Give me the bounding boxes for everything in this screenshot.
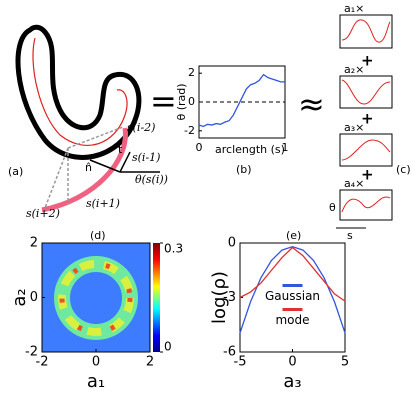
data-line	[198, 73, 285, 128]
point-label: s(i+2)	[26, 207, 60, 220]
panel-label: (e)	[286, 229, 301, 242]
y-axis-label: a₂	[9, 288, 30, 306]
panel-c	[336, 14, 393, 229]
coefficient: a₂×	[344, 63, 364, 76]
c-xlabel: s	[347, 229, 353, 242]
y-tick-label: -2	[184, 124, 195, 137]
plus: +	[361, 110, 374, 128]
centerline	[32, 37, 128, 146]
y-tick-label: -3	[223, 290, 236, 305]
legend-label: mode	[275, 313, 309, 327]
plus: +	[361, 52, 374, 70]
x-tick-label: 0	[288, 355, 296, 370]
y-tick-label: 0	[228, 236, 236, 251]
x-tick-label: -5	[234, 355, 247, 370]
plus: +	[361, 166, 374, 184]
angle-label: θ(s(i))	[135, 173, 168, 186]
x-tick-label: -2	[36, 355, 49, 370]
x-axis-label: arclength (s)	[215, 143, 285, 156]
coefficient: a₄×	[344, 177, 364, 190]
panel-c-labels: a₁× + a₂× + a₃× + a₄× θ s (c)	[329, 2, 411, 242]
dotted-arrows	[44, 126, 124, 209]
point-label: s(i-2)	[127, 121, 155, 134]
equals-sign: =	[150, 82, 177, 120]
mode-curve	[341, 19, 391, 43]
x-tick-label: 0	[196, 141, 203, 154]
coefficient: a₁×	[344, 2, 364, 15]
heatmap-image	[42, 243, 160, 352]
x-axis-label: a₁	[87, 371, 105, 392]
c-ylabel: θ	[329, 201, 336, 214]
y-tick-label: 0	[188, 95, 195, 108]
panel-label: (c)	[396, 163, 411, 176]
approx-sign: ≈	[298, 85, 325, 123]
mode-curve	[341, 196, 391, 213]
frame-vectors	[89, 151, 160, 173]
panel-label: (d)	[90, 229, 106, 242]
legend-label: Gaussian	[265, 289, 320, 303]
x-tick-label: 0	[92, 355, 100, 370]
panel-a: (a) s(i-2) s(i-1) s(i+1) s(i+2) n̂ t̂ θ(…	[8, 24, 168, 220]
panel-label: (a)	[8, 165, 23, 178]
y-axis-label: θ (rad)	[175, 83, 188, 120]
tangent-label: t̂	[117, 143, 123, 156]
x-axis-label: a₃	[283, 371, 301, 392]
y-tick-label: 0	[30, 290, 38, 305]
x-tick-label: 1	[282, 141, 289, 154]
y-tick-label: 2	[188, 66, 195, 79]
coefficient: a₃×	[344, 121, 364, 134]
x-tick-label: 5	[341, 355, 349, 370]
x-tick-label: 2	[146, 355, 154, 370]
panel-label: (b)	[236, 163, 252, 176]
data-line	[239, 246, 346, 302]
y-tick-label: -2	[25, 345, 38, 360]
mode-curve	[341, 139, 391, 161]
point-label: s(i+1)	[86, 197, 120, 210]
y-tick-label: 2	[30, 236, 38, 251]
y-tick-label: -6	[223, 345, 236, 360]
segment	[41, 127, 128, 213]
colorbar-tick-label: 0	[164, 340, 172, 354]
shape-outline	[15, 24, 142, 160]
normal-label: n̂	[85, 161, 92, 174]
mode-curve	[341, 79, 391, 105]
y-axis-label: log(ρ)	[209, 271, 230, 324]
colorbar-tick-label: 0.3	[164, 242, 183, 256]
point-label: s(i-1)	[132, 151, 160, 164]
